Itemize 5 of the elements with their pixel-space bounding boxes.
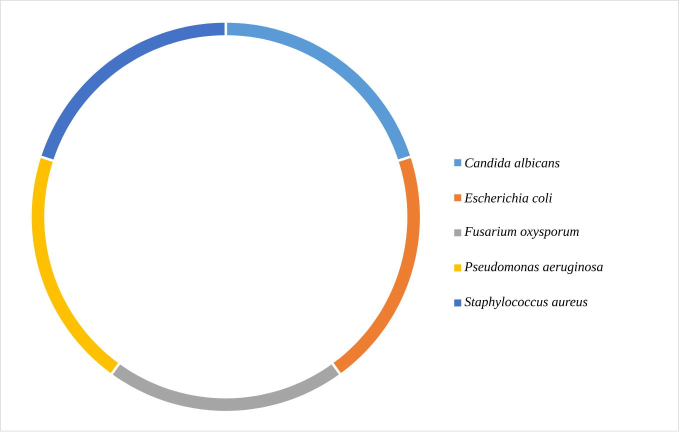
legend-label: Pseudomonas aeruginosa xyxy=(464,262,603,274)
legend-label: Fusarium oxysporum xyxy=(464,227,579,239)
legend-label: Candida albicans xyxy=(465,158,560,168)
legend-label: Staphylococcus aureus xyxy=(464,297,588,310)
legend-label: Escherichia coli xyxy=(464,193,552,203)
